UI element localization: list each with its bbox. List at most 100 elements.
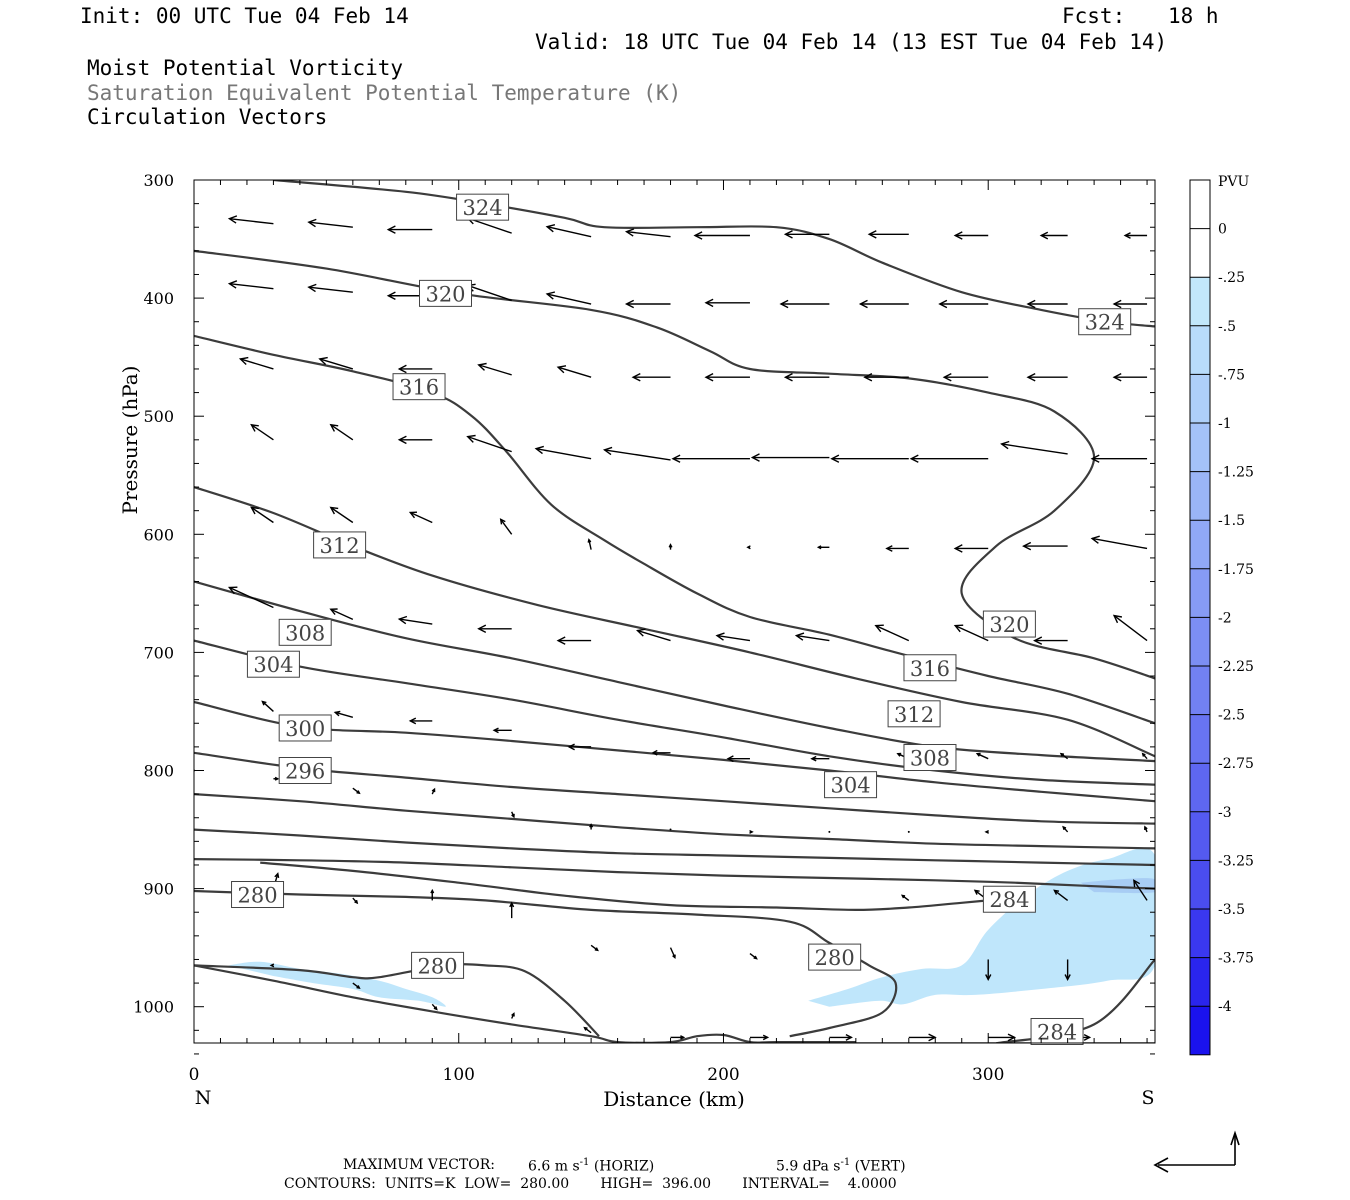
colorbar-swatch	[1190, 811, 1210, 861]
vector-head	[477, 624, 487, 634]
vector-head	[356, 790, 361, 795]
vector-head	[1083, 1033, 1092, 1041]
contour-label-text: 316	[910, 657, 950, 681]
circulation-vector	[1064, 959, 1071, 982]
circulation-vector	[307, 218, 353, 228]
pv-colorbar: 0 -.25 -.5 -.75 -1 -1.25 -1.5 -1.75 -2 -2.25 -2.5 -…	[1189, 179, 1254, 1056]
contour-label-text: 304	[253, 653, 293, 677]
circulation-vector	[352, 982, 361, 990]
vector-head	[1053, 889, 1060, 895]
circulation-vector	[858, 299, 909, 309]
valid-time: Valid: 18 UTC Tue 04 Feb 14 (13 EST Tue …	[535, 30, 1168, 54]
circulation-vector	[556, 636, 592, 645]
vector-head	[973, 889, 980, 895]
forecast-label: Fcst:	[1062, 4, 1126, 28]
vector-head	[975, 752, 981, 757]
vector-head	[587, 538, 592, 543]
vector-shaft	[251, 506, 274, 524]
vector-shaft	[319, 358, 354, 370]
vector-head	[651, 749, 658, 756]
circulation-vector	[750, 453, 830, 462]
y-tick-label: 800	[143, 762, 174, 781]
vector-shaft	[478, 364, 512, 376]
theta-es-contour-284	[194, 858, 1155, 890]
colorbar-label: 0	[1218, 222, 1227, 238]
vector-head	[1062, 825, 1067, 830]
circulation-vector	[386, 225, 433, 234]
vector-head	[238, 356, 249, 366]
max-vector-label: MAXIMUM VECTOR:	[343, 1157, 495, 1173]
circulation-vector	[749, 1034, 770, 1041]
x-tick-label: 300	[972, 1065, 1004, 1085]
circulation-vector	[953, 624, 989, 642]
theta-es-contour-284	[995, 958, 1155, 1043]
contour-label-text: 304	[831, 774, 871, 798]
contour-label: 280	[808, 943, 862, 971]
circulation-vector	[810, 755, 830, 762]
vector-head	[668, 543, 673, 548]
contour-label-box	[903, 654, 957, 682]
circulation-vector	[1112, 299, 1148, 309]
contour-label-box	[231, 881, 285, 909]
vector-head	[1059, 752, 1065, 757]
circulation-vector	[867, 230, 909, 239]
vector-head	[753, 955, 758, 960]
circulation-vector	[333, 710, 354, 719]
vector-head	[845, 1033, 853, 1041]
vector-head	[779, 299, 789, 309]
circulation-vector	[589, 823, 594, 830]
circulation-vector	[1026, 372, 1068, 382]
vector-head	[354, 899, 359, 905]
vector-head	[984, 829, 990, 834]
vector-head	[466, 434, 476, 443]
contour-label-box	[278, 757, 332, 784]
vector-head	[492, 727, 499, 734]
vector-head	[583, 1026, 588, 1031]
colorbar-swatch	[1190, 714, 1210, 764]
colorbar-swatch	[1190, 325, 1210, 375]
vector-head	[704, 298, 714, 308]
colorbar-label: -4	[1218, 999, 1232, 1015]
contour-label: 308	[903, 744, 957, 772]
vector-shaft	[546, 293, 592, 305]
vector-head	[715, 632, 725, 641]
vector-head	[556, 636, 566, 645]
vector-head	[680, 1035, 686, 1040]
vector-head	[810, 755, 817, 762]
vector-shaft	[308, 286, 353, 293]
circulation-vector	[590, 944, 599, 952]
vector-head	[250, 506, 259, 515]
vector-head	[602, 446, 613, 456]
colorbar-label: -3	[1218, 805, 1232, 821]
vector-head	[749, 829, 754, 834]
vector-head	[953, 544, 963, 553]
y-tick-label: 300	[143, 171, 174, 190]
north-end-label: N	[195, 1087, 212, 1109]
circulation-vector	[624, 299, 671, 309]
circulation-vector	[1059, 752, 1069, 760]
vector-head	[693, 231, 703, 240]
circulation-vector	[783, 372, 830, 382]
circulation-vector	[704, 298, 750, 308]
vert-exponent: -1	[840, 1157, 851, 1168]
contour-label-text: 308	[910, 747, 950, 771]
vector-head	[624, 299, 635, 309]
contour-label: 320	[982, 610, 1036, 638]
circulation-vector	[273, 776, 280, 781]
circulation-vector	[938, 299, 989, 309]
vector-shaft	[637, 629, 671, 642]
vector-shaft	[875, 624, 910, 642]
circulation-vector	[984, 829, 990, 834]
vector-head	[672, 954, 676, 960]
circulation-vector	[985, 959, 992, 982]
theta-es-contour-284	[260, 861, 1015, 912]
colorbar-swatch	[1190, 763, 1210, 812]
circulation-vector	[749, 952, 758, 960]
vector-head	[589, 823, 594, 828]
contour-label-box	[419, 279, 473, 307]
vector-shaft	[557, 366, 592, 378]
contour-label-text: 280	[815, 946, 855, 970]
circulation-vector	[329, 608, 354, 620]
theta-es-contour-304	[194, 639, 1155, 786]
contour-label: 304	[246, 650, 300, 678]
